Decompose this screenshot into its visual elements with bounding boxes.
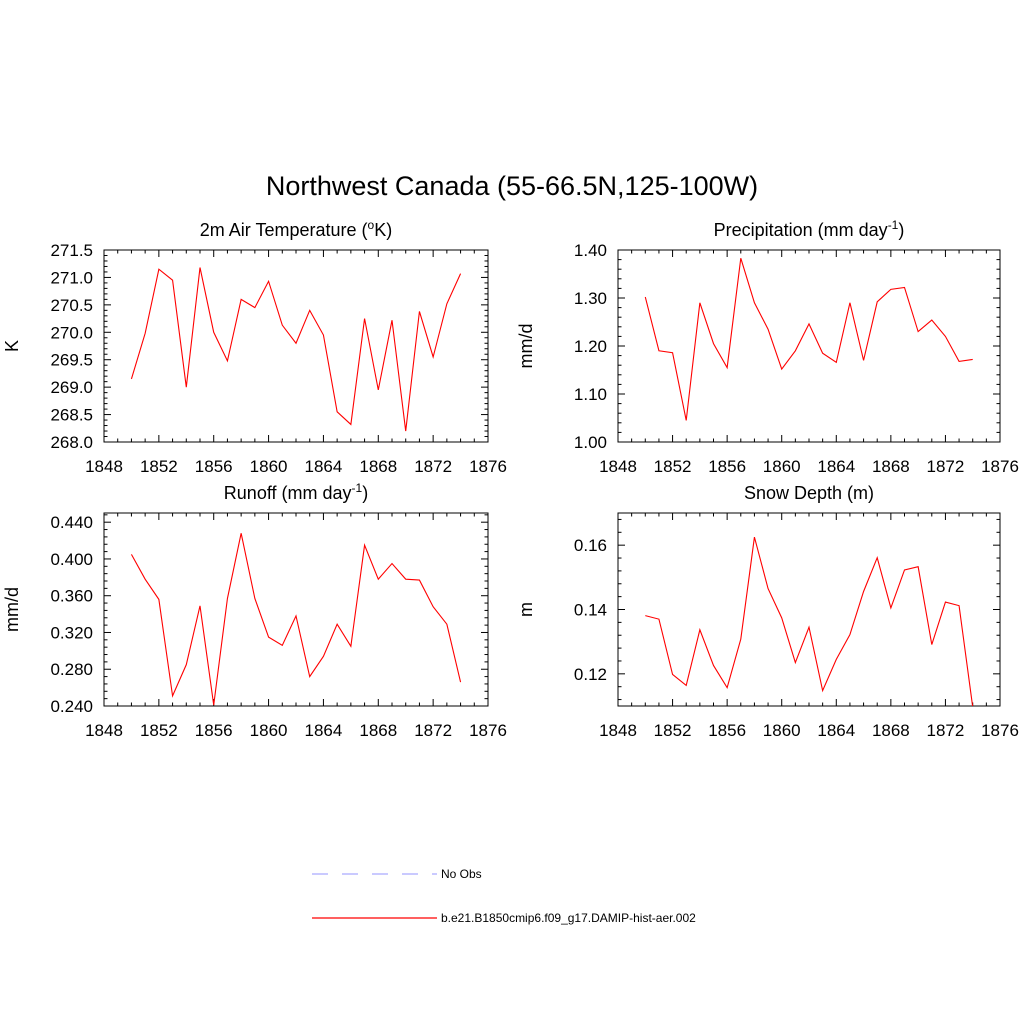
y-axis-label: m [516, 602, 536, 617]
legend-item: No Obs [312, 867, 482, 881]
panel-title: Runoff (mm day-1) [224, 481, 368, 503]
y-tick-label: 0.12 [574, 665, 607, 684]
x-tick-label: 1876 [981, 721, 1019, 740]
y-tick-label: 1.20 [574, 337, 607, 356]
panel-title-superscript: o [368, 218, 375, 232]
x-tick-label: 1856 [708, 721, 746, 740]
x-tick-label: 1876 [981, 457, 1019, 476]
x-tick-label: 1848 [85, 721, 123, 740]
y-tick-label: 269.5 [50, 351, 93, 370]
y-tick-label: 269.0 [50, 378, 93, 397]
panel-2: 1848 1852 1856 1860 1864 1868 1872 1876 1.00 1.10… [516, 218, 1019, 476]
series-line [644, 257, 973, 421]
panel-title-tail: ) [898, 220, 904, 240]
panel-title: 2m Air Temperature (oK) [200, 218, 392, 240]
x-tick-label: 1848 [85, 457, 123, 476]
y-axis-label: mm/d [516, 324, 536, 369]
legend-item: b.e21.B1850cmip6.f09_g17.DAMIP-hist-aer.… [312, 911, 696, 925]
x-tick-label: 1864 [305, 457, 343, 476]
panel-1: 1848 1852 1856 1860 1864 1868 1872 1876 268.0 268… [2, 218, 507, 476]
plot-frame [617, 249, 1001, 443]
y-tick-label: 0.440 [50, 513, 93, 532]
y-tick-label: 270.0 [50, 323, 93, 342]
panel-title-superscript: -1 [888, 218, 899, 232]
panel-title-tail: ) [362, 483, 368, 503]
y-tick-label: 1.30 [574, 289, 607, 308]
y-tick-label: 0.320 [50, 623, 93, 642]
y-tick-label: 268.0 [50, 433, 93, 452]
y-tick-label: 0.400 [50, 550, 93, 569]
y-tick-label: 0.360 [50, 587, 93, 606]
x-tick-label: 1864 [817, 721, 855, 740]
panel-title-main: Runoff (mm day [224, 483, 352, 503]
x-tick-label: 1876 [469, 457, 507, 476]
x-tick-label: 1860 [250, 457, 288, 476]
panel-title-main: 2m Air Temperature ( [200, 220, 368, 240]
x-tick-label: 1856 [708, 457, 746, 476]
panel-title-main: Precipitation (mm day [714, 220, 888, 240]
x-tick-label: 1868 [359, 721, 397, 740]
y-tick-label: 0.280 [50, 660, 93, 679]
x-tick-label: 1872 [927, 457, 965, 476]
x-tick-label: 1872 [927, 721, 965, 740]
x-tick-label: 1860 [763, 457, 801, 476]
y-tick-label: 0.16 [574, 536, 607, 555]
legend-label: b.e21.B1850cmip6.f09_g17.DAMIP-hist-aer.… [441, 911, 696, 925]
x-tick-label: 1864 [817, 457, 855, 476]
x-tick-label: 1868 [872, 721, 910, 740]
x-tick-label: 1868 [872, 457, 910, 476]
panel-title-main: Snow Depth (m) [744, 483, 874, 503]
panel-title: Precipitation (mm day-1) [714, 218, 905, 240]
series-line [130, 533, 462, 706]
y-tick-label: 270.5 [50, 296, 93, 315]
y-tick-label: 271.0 [50, 268, 93, 287]
x-tick-label: 1852 [140, 457, 178, 476]
x-tick-label: 1848 [599, 457, 637, 476]
x-tick-label: 1856 [195, 721, 233, 740]
panels: 1848 1852 1856 1860 1864 1868 1872 1876 268.0 268… [2, 218, 1019, 740]
y-tick-label: 1.10 [574, 385, 607, 404]
y-tick-label: 1.00 [574, 433, 607, 452]
series-line [645, 536, 974, 706]
x-tick-label: 1852 [140, 721, 178, 740]
panel-title-tail: K) [374, 220, 392, 240]
y-tick-label: 1.40 [574, 241, 607, 260]
y-tick-label: 268.5 [50, 406, 93, 425]
panel-title: Snow Depth (m) [744, 483, 874, 503]
x-tick-label: 1864 [305, 721, 343, 740]
panel-3: 1848 1852 1856 1860 1864 1868 1872 1876 0.240 0.2… [2, 481, 507, 740]
x-tick-label: 1852 [654, 721, 692, 740]
y-tick-label: 0.240 [50, 697, 93, 716]
legend-label: No Obs [441, 867, 482, 881]
x-tick-label: 1868 [359, 457, 397, 476]
y-tick-label: 0.14 [574, 601, 607, 620]
panel-4: 1848 1852 1856 1860 1864 1868 1872 1876 0.12 0.14… [516, 483, 1019, 740]
plot-frame [103, 512, 489, 707]
x-tick-label: 1872 [414, 457, 452, 476]
x-tick-label: 1860 [250, 721, 288, 740]
y-axis-label: K [2, 340, 22, 352]
main-title: Northwest Canada (55-66.5N,125-100W) [266, 171, 758, 201]
x-tick-label: 1852 [654, 457, 692, 476]
legend: No Obs b.e21.B1850cmip6.f09_g17.DAMIP-his… [312, 867, 696, 925]
panel-title-superscript: -1 [352, 481, 363, 495]
x-tick-label: 1872 [414, 721, 452, 740]
x-tick-label: 1876 [469, 721, 507, 740]
x-tick-label: 1848 [599, 721, 637, 740]
x-tick-label: 1860 [763, 721, 801, 740]
y-tick-label: 271.5 [50, 241, 93, 260]
x-tick-label: 1856 [195, 457, 233, 476]
y-axis-label: mm/d [2, 587, 22, 632]
series-line [130, 267, 462, 432]
